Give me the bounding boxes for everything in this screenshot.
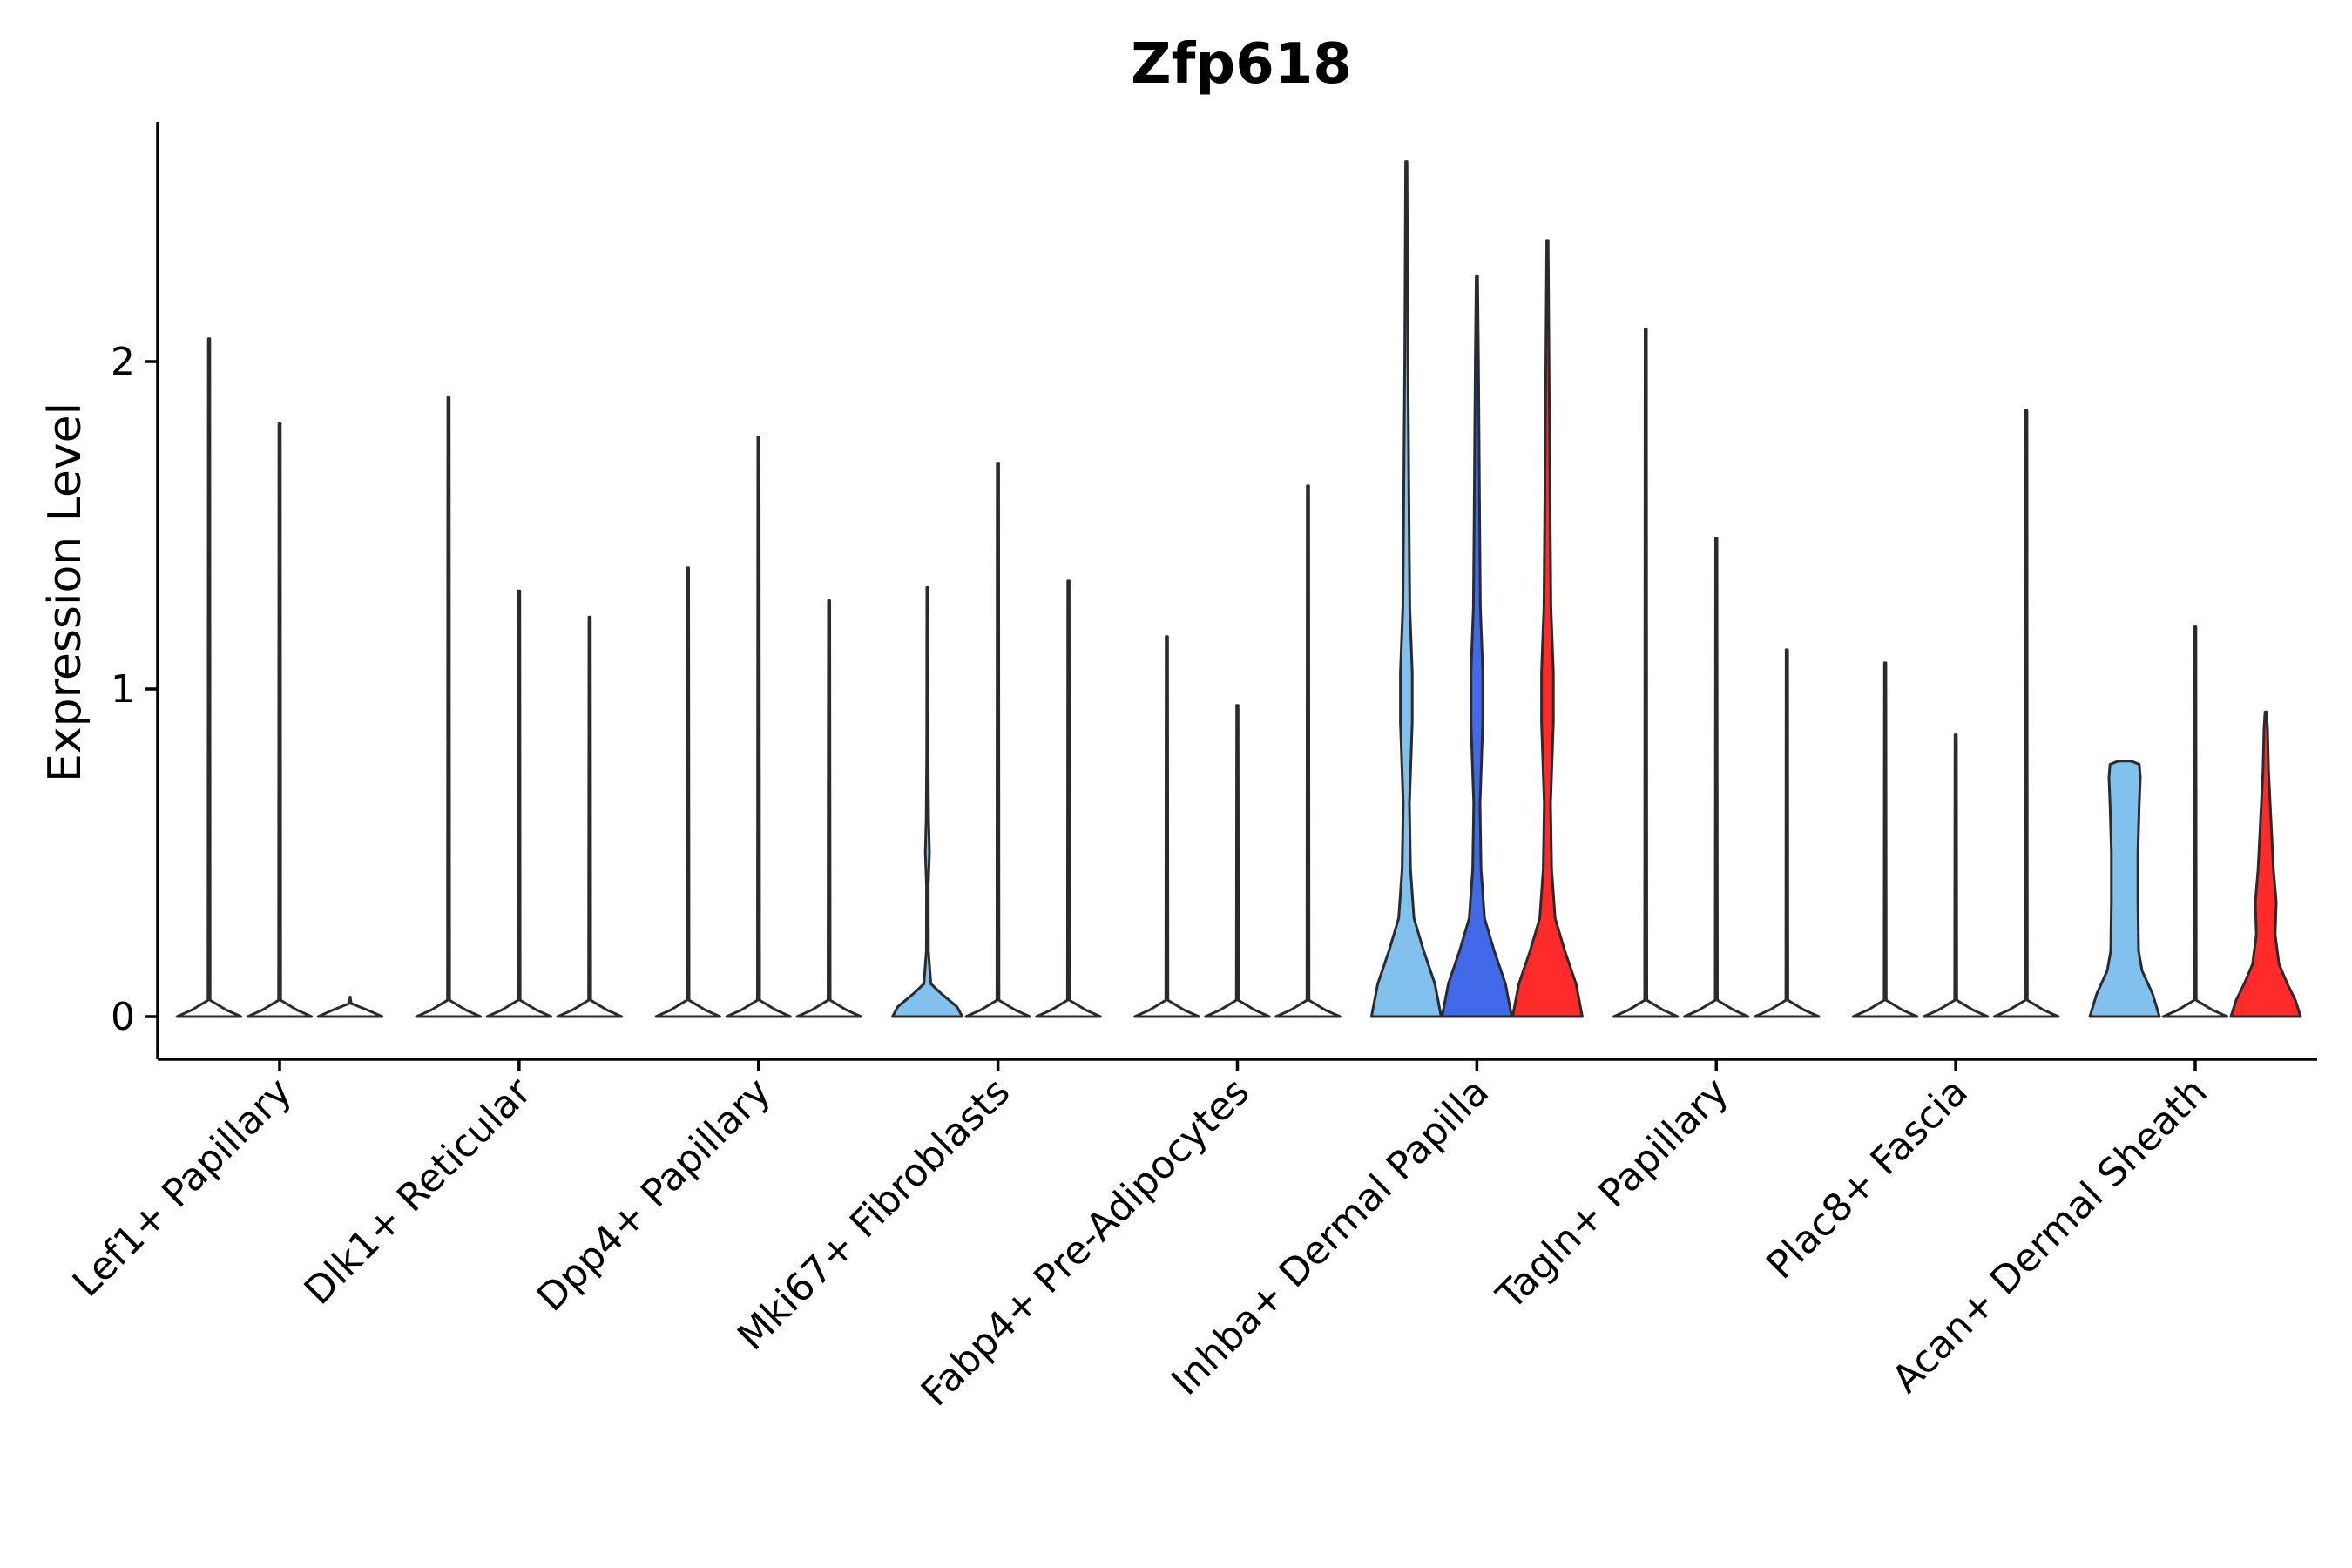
violin-5-2 — [1204, 704, 1271, 1018]
x-tick-label: Lef1+ Papillary — [64, 1070, 301, 1306]
violin-7-1 — [1612, 327, 1680, 1018]
violin-6-2 — [1440, 274, 1513, 1018]
violin-2-2 — [485, 589, 553, 1018]
x-tick-label: Dpp4+ Papillary — [529, 1070, 780, 1321]
violin-1-3 — [316, 995, 384, 1018]
y-tick-label: 0 — [111, 995, 135, 1039]
violins-layer — [175, 160, 2302, 1018]
violin-9-3 — [2229, 710, 2302, 1018]
x-tick-label: Plac8+ Fascia — [1758, 1070, 1977, 1288]
violin-5-3 — [1274, 484, 1342, 1018]
violin-8-3 — [1992, 409, 2060, 1018]
y-tick-label: 2 — [111, 340, 135, 384]
y-axis-title: Expression Level — [39, 402, 91, 782]
violin-8-1 — [1851, 661, 1919, 1018]
violin-1-1 — [175, 337, 243, 1018]
y-tick-label: 1 — [111, 667, 135, 712]
violin-6-1 — [1369, 160, 1443, 1018]
violin-2-3 — [556, 615, 624, 1018]
x-tick-label: Tagln+ Papillary — [1488, 1070, 1737, 1319]
violin-9-1 — [2088, 760, 2161, 1018]
violin-4-1 — [891, 585, 964, 1018]
violin-5-1 — [1133, 635, 1200, 1018]
violin-6-3 — [1511, 239, 1584, 1018]
violin-7-3 — [1754, 648, 1821, 1018]
violin-9-2 — [2161, 625, 2229, 1018]
violin-7-2 — [1683, 537, 1750, 1018]
violin-1-2 — [246, 422, 314, 1018]
violin-4-3 — [1035, 579, 1102, 1018]
violin-8-2 — [1922, 733, 1990, 1018]
violin-4-2 — [964, 462, 1031, 1018]
x-tick-label: Dlk1+ Reticular — [296, 1069, 541, 1314]
violin-3-1 — [654, 566, 721, 1018]
violin-3-3 — [795, 599, 862, 1018]
x-tick-label: Mki67+ Fibroblasts — [729, 1070, 1018, 1359]
violin-2-1 — [415, 395, 483, 1018]
violin-3-2 — [725, 436, 792, 1018]
chart-title: Zfp618 — [1131, 32, 1352, 97]
